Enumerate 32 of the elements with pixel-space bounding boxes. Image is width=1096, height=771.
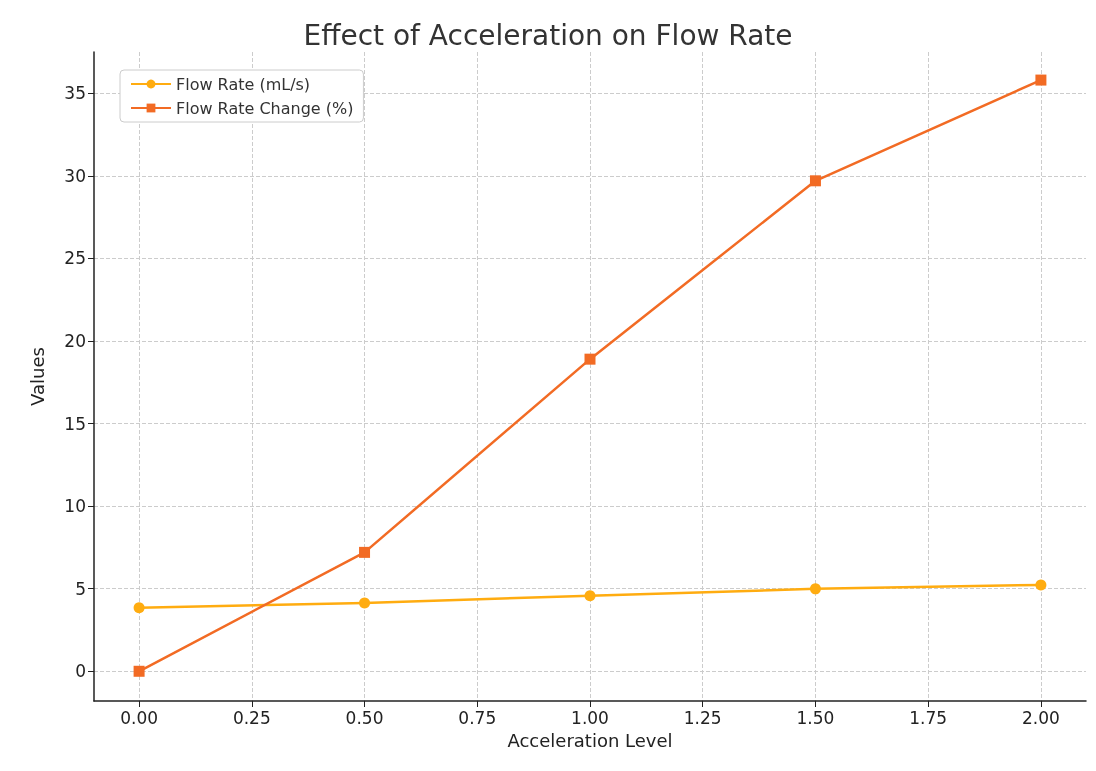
y-tick-label: 15 xyxy=(64,413,86,434)
point xyxy=(584,353,596,365)
point xyxy=(809,583,821,595)
legend-label: Flow Rate (mL/s) xyxy=(176,74,311,94)
x-tick-label: 0.00 xyxy=(120,707,159,728)
x-tick-label: 1.50 xyxy=(796,707,835,728)
x-tick-label: 0.25 xyxy=(232,707,271,728)
y-tick-label: 35 xyxy=(64,83,86,104)
point xyxy=(809,175,821,187)
y-tick-label: 0 xyxy=(75,661,86,682)
x-tick-label: 2.00 xyxy=(1021,707,1060,728)
x-tick-label: 0.75 xyxy=(458,707,497,728)
point xyxy=(359,546,371,558)
y-axis-title: Values xyxy=(26,347,48,406)
y-tick-label: 25 xyxy=(64,248,86,269)
y-tick-label: 10 xyxy=(64,496,86,517)
point xyxy=(1035,74,1047,86)
point xyxy=(1035,579,1047,591)
y-tick-label: 20 xyxy=(64,330,86,351)
y-tick-label: 30 xyxy=(64,165,86,186)
chart-title: Effect of Acceleration on Flow Rate xyxy=(303,18,793,52)
point xyxy=(133,602,145,614)
x-tick-label: 1.25 xyxy=(683,707,722,728)
x-axis-title: Acceleration Level xyxy=(507,729,673,751)
x-tick-label: 0.50 xyxy=(345,707,384,728)
point xyxy=(133,665,145,677)
legend-label: Flow Rate Change (%) xyxy=(176,98,354,118)
point xyxy=(359,597,371,609)
x-tick-label: 1.00 xyxy=(571,707,609,728)
y-tick-label: 5 xyxy=(75,578,86,599)
x-tick-label: 1.75 xyxy=(909,707,948,728)
point xyxy=(584,590,596,602)
